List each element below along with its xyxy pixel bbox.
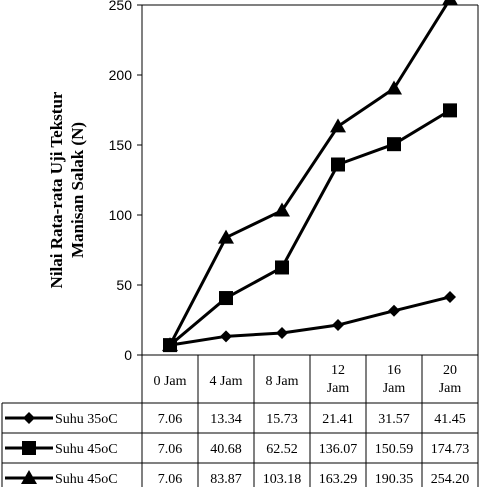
- y-axis-label-line: Manisan Salak (N): [68, 122, 87, 258]
- legend-label: Suhu 45oC: [55, 442, 118, 457]
- data-label: 41.45: [434, 412, 466, 427]
- x-tick-label: 16 Jam: [383, 363, 406, 396]
- plot-area: 0 50 100 150 200 250 Nilai Rata-rata Uji Tekst…: [47, 0, 479, 363]
- data-label: 62.52: [266, 442, 298, 457]
- x-tick-label: 12 Jam: [327, 363, 350, 396]
- data-label: 40.68: [210, 442, 242, 457]
- x-tick-label: 0 Jam: [153, 374, 186, 389]
- data-table: 0 Jam 4 Jam 8 Jam 12 Jam 16 Jam 20 Jam Suhu 35oC 7…: [1, 354, 479, 487]
- data-label: 15.73: [266, 412, 298, 427]
- legend-marker-2: [22, 441, 36, 455]
- legend-label: Suhu 45oC: [55, 472, 118, 487]
- data-label: 163.29: [319, 472, 358, 487]
- y-tick-label: 50: [116, 277, 132, 293]
- data-label: 31.57: [378, 412, 410, 427]
- legend-marker-1: [23, 412, 35, 424]
- data-label: 7.06: [158, 472, 183, 487]
- legend-label: Suhu 35oC: [55, 412, 118, 427]
- series-line-2: [169, 109, 451, 347]
- x-tick-label-line: Jam: [383, 381, 406, 396]
- legend-marker-3: [21, 470, 37, 484]
- series-3-point: [386, 80, 402, 95]
- series-1-point: [220, 330, 232, 343]
- x-tick-label-line: 12: [331, 363, 345, 378]
- series-1-point: [332, 319, 344, 332]
- x-tick-label: 4 Jam: [209, 374, 242, 389]
- y-tick-label: 100: [109, 207, 133, 223]
- series-3-point: [162, 337, 178, 352]
- data-label: 103.18: [263, 472, 302, 487]
- data-label: 83.87: [210, 472, 242, 487]
- x-tick-label: 8 Jam: [265, 374, 298, 389]
- series-2-point: [275, 260, 289, 275]
- y-tick-label: 250: [109, 0, 133, 13]
- data-label: 7.06: [158, 442, 183, 457]
- data-label: 190.35: [375, 472, 414, 487]
- series-1-point: [388, 304, 400, 317]
- series-line-1: [169, 295, 451, 347]
- x-tick-label-line: 16: [387, 363, 401, 378]
- data-label: 174.73: [431, 442, 470, 457]
- y-tick-label: 200: [109, 67, 133, 83]
- data-label: 136.07: [319, 442, 358, 457]
- series-3-point: [442, 0, 458, 6]
- data-label: 21.41: [322, 412, 354, 427]
- series-3-point: [330, 118, 346, 133]
- y-axis-label-line: Nilai Rata-rata Uji Tekstur: [47, 91, 66, 288]
- series-2-point: [331, 157, 345, 172]
- series-line-3: [168, 0, 452, 346]
- series-3-point: [274, 202, 290, 217]
- series-1-point: [276, 326, 288, 339]
- y-tick-label: 150: [109, 137, 133, 153]
- y-axis-label: Nilai Rata-rata Uji Tekstur Manisan Salak…: [47, 91, 87, 288]
- x-tick-label-line: Jam: [327, 381, 350, 396]
- x-tick-label-line: Jam: [439, 381, 462, 396]
- series-2-point: [219, 291, 233, 306]
- data-label: 150.59: [375, 442, 414, 457]
- x-tick-label-line: 20: [443, 363, 457, 378]
- series-3-point: [218, 229, 234, 244]
- data-label: 13.34: [210, 412, 242, 427]
- data-label: 254.20: [431, 472, 470, 487]
- series-1-point: [444, 290, 456, 303]
- data-label: 7.06: [158, 412, 183, 427]
- y-tick-label: 0: [124, 347, 132, 363]
- x-tick-label: 20 Jam: [439, 363, 462, 396]
- series-2-point: [443, 103, 457, 118]
- series-2-point: [387, 137, 401, 152]
